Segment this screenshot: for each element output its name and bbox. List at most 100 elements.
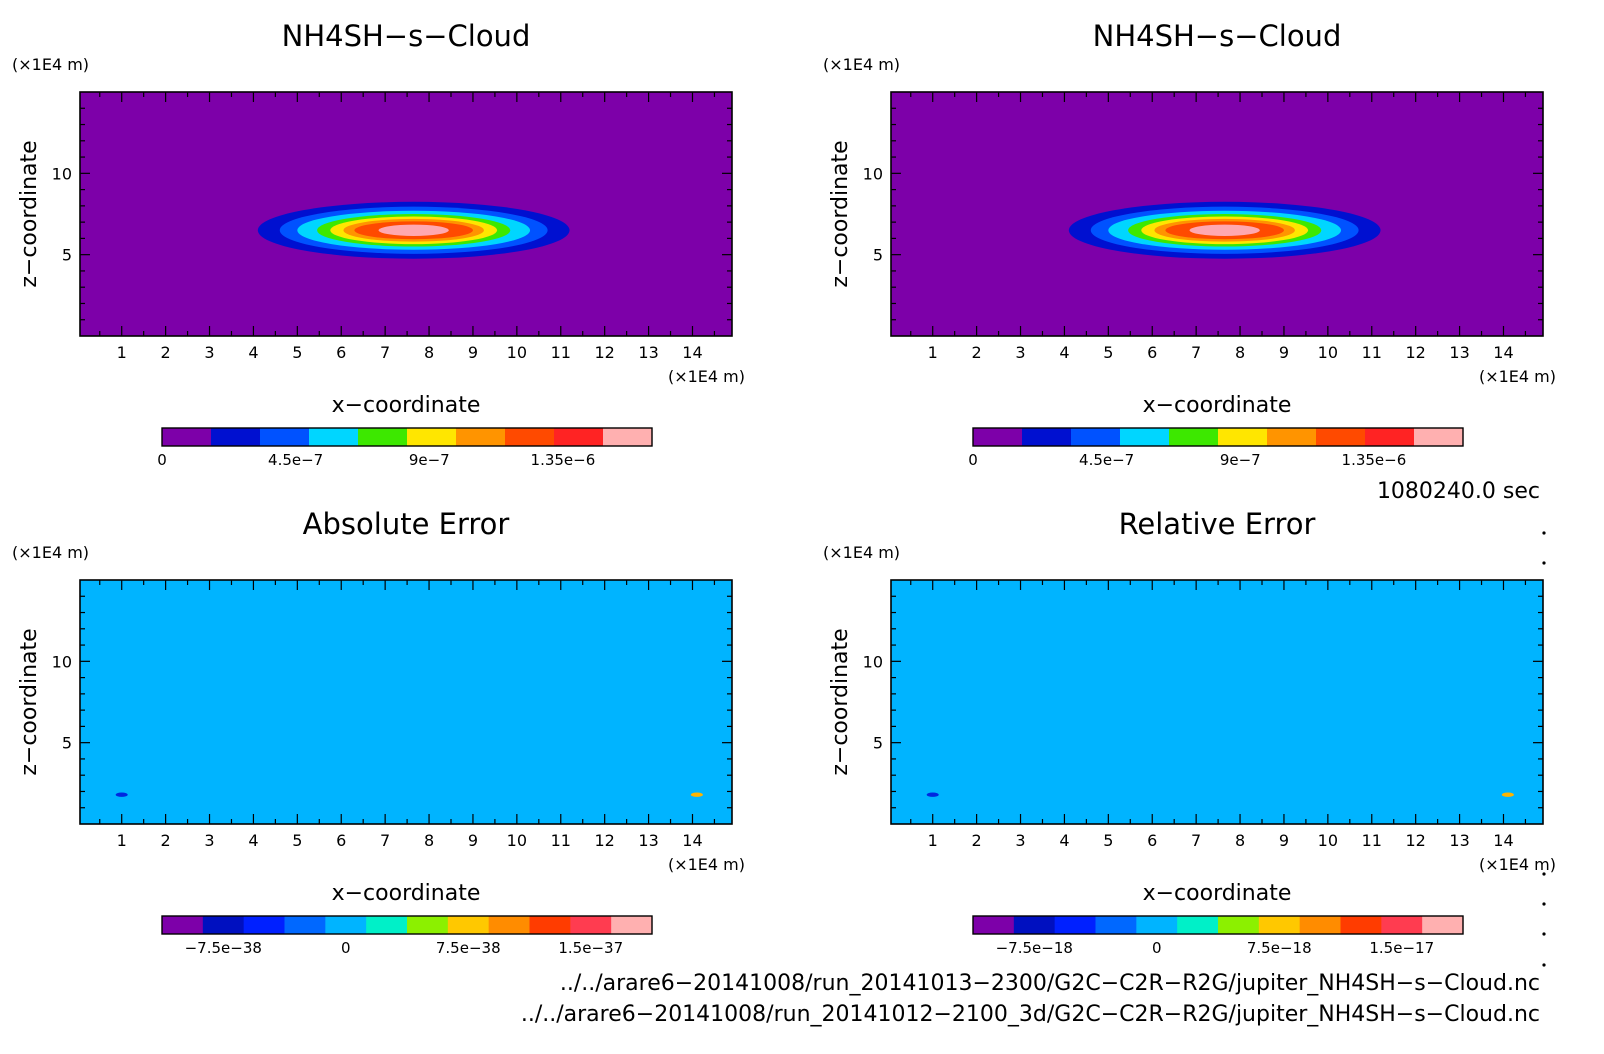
x-tick-label: 8 (424, 831, 434, 850)
x-tick-label: 9 (468, 343, 478, 362)
x-tick-label: 6 (1147, 831, 1157, 850)
plot-background (891, 580, 1543, 824)
x-tick-label: 4 (248, 831, 258, 850)
x-tick-label: 12 (594, 831, 614, 850)
colorbar-swatch (603, 428, 653, 446)
colorbar-swatch (1422, 916, 1464, 934)
y-tick-label: 5 (62, 734, 72, 753)
colorbar-tick-label: 1.35e−6 (531, 451, 596, 469)
x-tick-label: 14 (682, 831, 702, 850)
x-tick-label: 1 (928, 343, 938, 362)
colorbar-swatch (1177, 916, 1219, 934)
margin-dot (1542, 902, 1546, 906)
colorbar-tick-label: 0 (1152, 939, 1162, 957)
y-unit-label: (×1E4 m) (12, 543, 89, 562)
colorbar-swatch (973, 916, 1015, 934)
error-spot-2 (1501, 792, 1514, 797)
colorbar-swatch (1340, 916, 1382, 934)
y-axis-label: z−coordinate (17, 628, 42, 775)
margin-dot (1542, 872, 1546, 876)
colorbar-frame (972, 915, 1464, 935)
colorbar-swatch (1218, 428, 1268, 446)
colorbar-swatch (505, 428, 555, 446)
colorbar-tick-label: 0 (157, 451, 167, 469)
x-tick-label: 14 (1493, 343, 1513, 362)
x-tick-label: 3 (1015, 343, 1025, 362)
x-tick-label: 6 (336, 831, 346, 850)
x-tick-label: 10 (507, 831, 527, 850)
plot-background (80, 580, 732, 824)
x-tick-label: 2 (972, 343, 982, 362)
y-tick-label: 10 (863, 652, 883, 671)
colorbar-swatch (1365, 428, 1415, 446)
plot-frame (79, 91, 733, 337)
file-path-1: ../../arare6−20141008/run_20141013−2300/… (560, 971, 1540, 996)
x-unit-label: (×1E4 m) (1479, 367, 1556, 386)
x-tick-label: 10 (1318, 343, 1338, 362)
x-tick-label: 13 (638, 343, 658, 362)
x-tick-label: 11 (551, 343, 571, 362)
colorbar-tick-label: −7.5e−38 (185, 939, 262, 957)
x-tick-label: 8 (424, 343, 434, 362)
chart-panel-2: NH4SH−s−Cloud(×1E4 m)1 2 3 4 5 6 7 8 9 10 11 12 13 14… (823, 19, 1556, 469)
colorbar-swatch (1258, 916, 1301, 934)
x-tick-label: 6 (336, 343, 346, 362)
x-tick-label: 7 (380, 831, 390, 850)
colorbar-swatch (447, 916, 490, 934)
chart-title: NH4SH−s−Cloud (1093, 19, 1342, 53)
colorbar-swatch (1218, 916, 1260, 934)
colorbar-tick-label: 7.5e−38 (436, 939, 501, 957)
colorbar-tick-label: 0 (968, 451, 978, 469)
colorbar-swatch (162, 428, 212, 446)
colorbar-swatch (1414, 428, 1464, 446)
x-tick-label: 5 (1103, 343, 1113, 362)
colorbar-swatch (366, 916, 408, 934)
y-tick-label: 5 (873, 246, 883, 265)
chart-title: Relative Error (1119, 507, 1316, 541)
x-tick-label: 2 (161, 831, 171, 850)
x-tick-label: 3 (204, 831, 214, 850)
x-tick-label: 9 (468, 831, 478, 850)
x-tick-label: 2 (972, 831, 982, 850)
colorbar-swatch (1054, 916, 1097, 934)
error-spot-1 (115, 792, 128, 797)
colorbar-swatch (488, 916, 531, 934)
contour-fill (115, 792, 703, 797)
x-tick-label: 6 (1147, 343, 1157, 362)
y-unit-label: (×1E4 m) (823, 55, 900, 74)
file-path-2: ../../arare6−20141008/run_20141012−2100_… (521, 1002, 1540, 1027)
colorbar-tick-label: −7.5e−18 (996, 939, 1073, 957)
colorbar-swatch (325, 916, 367, 934)
x-tick-label: 7 (1191, 343, 1201, 362)
colorbar-swatch (570, 916, 612, 934)
margin-dot (1542, 561, 1546, 565)
y-tick-label: 5 (873, 734, 883, 753)
x-tick-label: 4 (1059, 831, 1069, 850)
x-tick-label: 4 (248, 343, 258, 362)
plot-frame (79, 579, 733, 825)
x-tick-label: 14 (1493, 831, 1513, 850)
x-tick-label: 10 (507, 343, 527, 362)
chart-title: Absolute Error (303, 507, 510, 541)
colorbar-swatch (211, 428, 261, 446)
x-tick-label: 2 (161, 343, 171, 362)
chart-panel-3: Absolute Error(×1E4 m)1 2 3 4 5 6 7 8 9 10 11 12 13 1… (12, 507, 745, 957)
y-tick-label: 10 (52, 164, 72, 183)
colorbar-swatch (309, 428, 359, 446)
x-tick-label: 5 (292, 831, 302, 850)
colorbar-swatch (1071, 428, 1121, 446)
colorbar-swatch (1316, 428, 1366, 446)
colorbar-swatch (1169, 428, 1219, 446)
colorbar-swatch (407, 428, 457, 446)
colorbar-swatch (1013, 916, 1056, 934)
x-tick-label: 13 (638, 831, 658, 850)
plot-frame (890, 91, 1544, 337)
colorbar-swatch (260, 428, 310, 446)
colorbar-swatch (529, 916, 571, 934)
x-tick-label: 11 (551, 831, 571, 850)
y-tick-label: 10 (52, 652, 72, 671)
colorbar-swatch (1136, 916, 1178, 934)
y-unit-label: (×1E4 m) (12, 55, 89, 74)
x-tick-label: 8 (1235, 831, 1245, 850)
